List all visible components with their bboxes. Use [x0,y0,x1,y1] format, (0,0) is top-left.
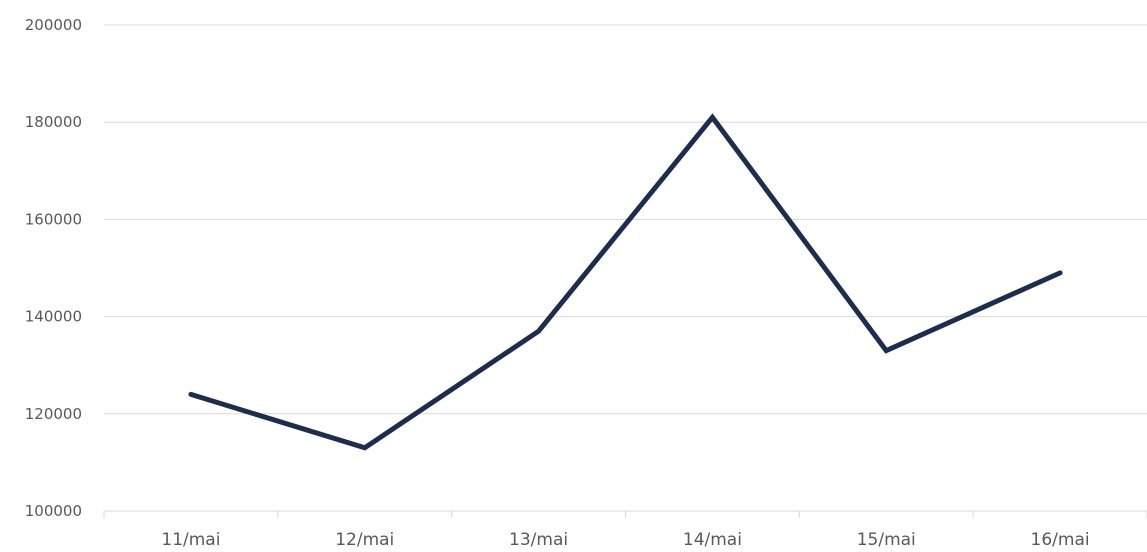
grid-lines [103,24,1147,518]
y-tick-label: 100000 [25,502,82,520]
x-tick-label: 15/mai [857,530,916,550]
x-tick-label: 11/mai [161,530,220,550]
series-line [188,113,1063,451]
series-lines [188,113,1063,451]
y-tick-label: 160000 [25,210,82,228]
y-tick-label: 120000 [25,405,82,423]
y-tick-label: 200000 [25,16,82,34]
x-tick-label: 16/mai [1031,530,1090,550]
y-tick-label: 180000 [25,113,82,131]
x-tick-label: 14/mai [683,530,742,550]
x-tick-label: 12/mai [335,530,394,550]
y-axis-ticks: 100000 120000 140000 160000 180000 200000 [25,16,82,520]
y-tick-label: 140000 [25,308,82,326]
x-tick-label: 13/mai [509,530,568,550]
x-axis-ticks: 11/mai 12/mai 13/mai 14/mai 15/mai 16/mai [161,530,1089,550]
